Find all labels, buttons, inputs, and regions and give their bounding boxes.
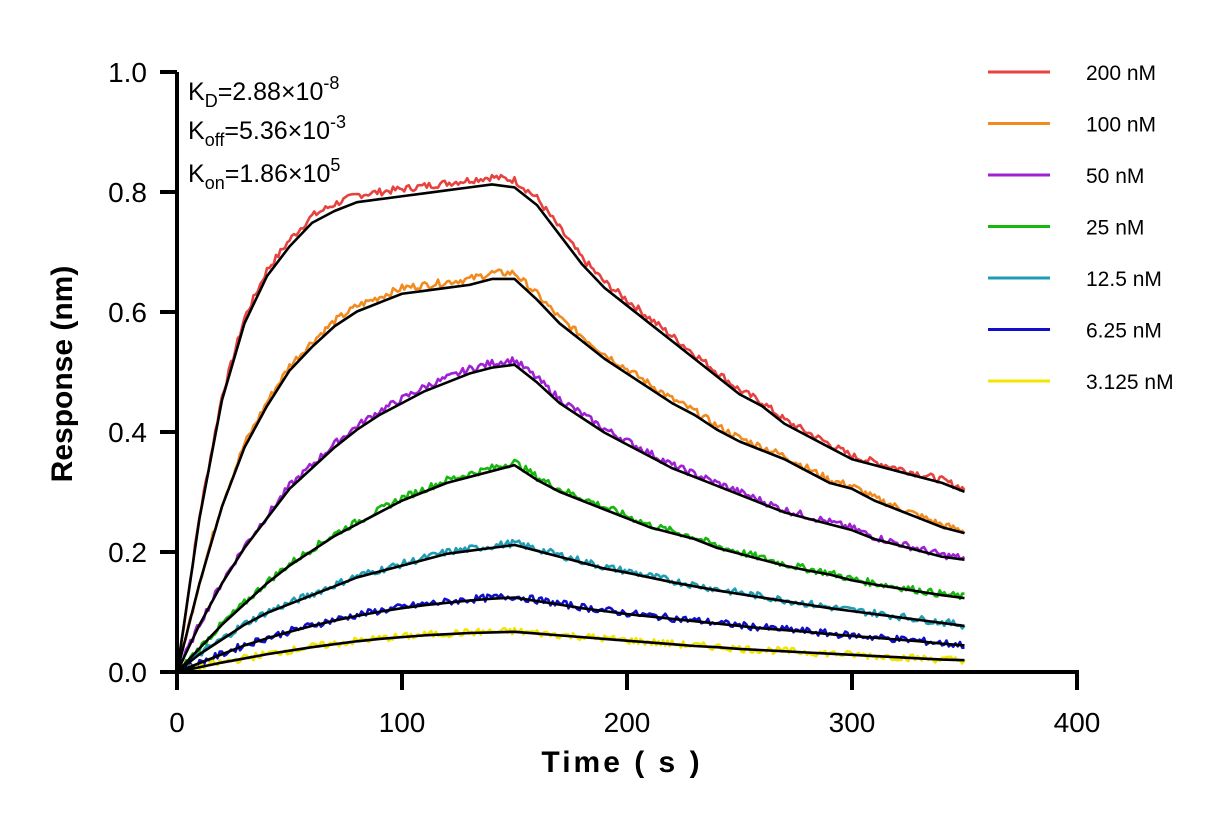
x-tick-label: 0 <box>169 707 185 738</box>
y-tick-label: 0.0 <box>108 657 147 688</box>
fit-curve-3 <box>176 463 965 673</box>
x-ticks: 0 100 200 300 400 <box>169 672 1100 738</box>
fit-curve-2 <box>175 363 965 673</box>
fit-curve-6 <box>176 630 965 674</box>
legend: 200 nM 100 nM 50 nM 25 nM 12.5 nM 6.25 nM 3.12… <box>988 62 1174 394</box>
fit-curve-1 <box>175 277 965 673</box>
fit-curves <box>175 183 965 674</box>
kon-annotation: Kon=1.86×105 <box>188 155 340 193</box>
x-axis-title: Time ( s ) <box>541 746 702 779</box>
series-line-3 <box>175 458 965 673</box>
series-line-2 <box>175 356 966 673</box>
y-tick-label: 0.6 <box>108 297 147 328</box>
legend-label: 25 nM <box>1086 217 1144 240</box>
y-ticks: 0.0 0.2 0.4 0.6 0.8 1.0 <box>108 57 177 688</box>
kd-annotation: KD=2.88×10-8 <box>188 73 339 111</box>
y-tick-label: 0.2 <box>108 537 147 568</box>
y-tick-label: 0.8 <box>108 177 147 208</box>
legend-label: 100 nM <box>1086 114 1156 137</box>
x-tick-label: 400 <box>1054 707 1101 738</box>
legend-label: 3.125 nM <box>1086 371 1174 394</box>
x-tick-label: 100 <box>379 707 426 738</box>
koff-annotation: Koff=5.36×10-3 <box>188 112 346 150</box>
x-tick-label: 300 <box>829 707 876 738</box>
legend-label: 50 nM <box>1086 165 1144 188</box>
y-axis-title: Response (nm) <box>46 266 79 483</box>
fit-curve-5 <box>176 596 965 674</box>
legend-label: 200 nM <box>1086 62 1156 85</box>
legend-label: 12.5 nM <box>1086 268 1162 291</box>
fit-curve-4 <box>176 543 965 674</box>
legend-label: 6.25 nM <box>1086 320 1162 343</box>
x-tick-label: 200 <box>604 707 651 738</box>
fit-curve-0 <box>175 183 965 673</box>
y-tick-label: 1.0 <box>108 57 147 88</box>
y-tick-label: 0.4 <box>108 417 147 448</box>
